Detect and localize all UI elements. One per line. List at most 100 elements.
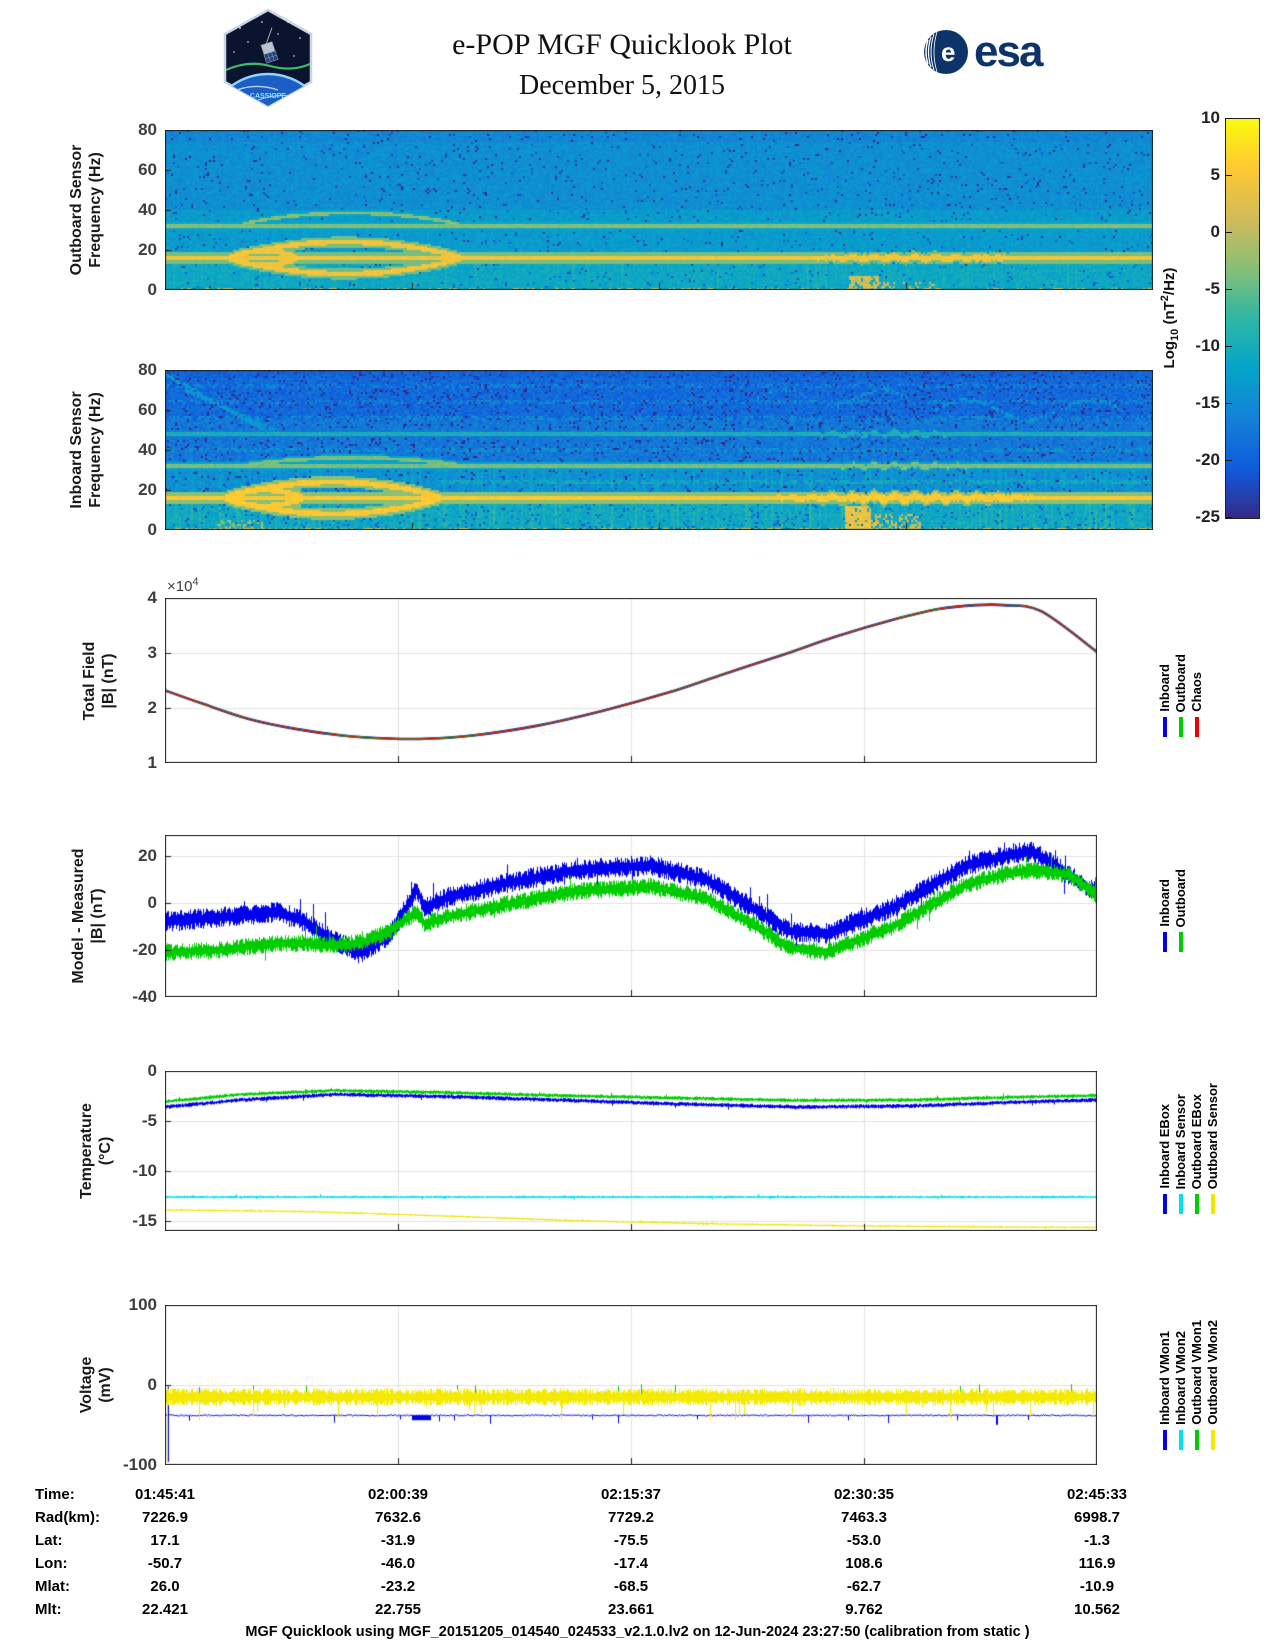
y-tick-label: 0 [147,892,157,912]
colorbar-gradient [1225,118,1260,519]
legend-temperature: Inboard EBox Inboard Sensor Outboard EBox O… [1157,1071,1220,1214]
legend-swatch [1178,932,1183,952]
table-cell: -68.5 [613,1578,649,1595]
y-tick-label: 0 [147,520,157,539]
svg-text:e: e [941,37,955,67]
legend-entry: Outboard Sensor [1205,1083,1220,1214]
y-tick-label: 3 [147,643,157,662]
table-cell: 7729.2 [608,1509,654,1526]
table-cell: -75.5 [613,1532,649,1549]
table-row-label: Lon: [35,1555,68,1572]
esa-wordmark: esa [974,27,1043,76]
colorbar-tick-mark [1226,118,1232,119]
table-cell: -17.4 [613,1555,649,1572]
legend-swatch [1162,932,1167,952]
legend-swatch [1162,1430,1167,1450]
y-tick-label: 60 [138,160,157,179]
colorbar-tick-label: 5 [1210,165,1220,184]
panel-outboard-spectrogram: Outboard Sensor Frequency (Hz) 80 60 40 20 0 [68,120,1153,299]
y-tick-label: 2 [147,698,157,717]
y-tick-label: 80 [138,120,157,139]
legend-label: Outboard Sensor [1205,1082,1220,1189]
colorbar-tick-mark [1226,175,1232,176]
legend-swatch [1194,1430,1199,1450]
table-cell: 6998.7 [1074,1509,1120,1526]
table-row-label: Lat: [35,1532,63,1549]
table-cell: -31.9 [380,1532,416,1549]
colorbar-tick-label: -25 [1195,507,1220,526]
table-cell: -46.0 [380,1555,416,1572]
legend-entry: Inboard [1157,879,1172,952]
y-tick-label: 0 [147,280,157,299]
table-cell: 26.0 [150,1578,180,1595]
total-field-canvas [165,598,1097,763]
plot-date: December 5, 2015 [518,70,726,101]
legend-label: Outboard [1173,653,1188,713]
legend-label: Inboard VMon2 [1173,1331,1188,1425]
colorbar-tick-label: -10 [1195,336,1220,355]
legend-swatch [1178,717,1183,737]
table-row-label: Mlt: [35,1601,62,1618]
patch-satellite [260,27,279,64]
y-tick-label: 40 [138,200,157,219]
table-cell: 23.661 [608,1601,654,1618]
table-cell: 116.9 [1078,1555,1116,1572]
legend-label: Chaos [1189,672,1204,712]
legend-label: Inboard [1157,664,1172,712]
y-tick-label: -100 [122,1455,157,1474]
legend-label: Outboard VMon2 [1205,1320,1220,1425]
y-axis-label-line: Inboard Sensor [67,391,85,509]
y-tick-label: 0 [147,1061,157,1080]
y-axis-label-line: |B| (nT) [89,888,106,944]
y-axis-label-line: Total Field [80,641,98,720]
y-tick-label: -10 [132,1161,157,1180]
legend-entry: Inboard VMon2 [1173,1331,1188,1450]
legend-entry: Outboard [1173,869,1188,952]
y-tick-label: 60 [138,400,157,419]
table-cell: -53.0 [846,1532,882,1549]
legend-entry: Inboard Sensor [1173,1094,1188,1214]
table-cell: -62.7 [846,1578,882,1595]
legend-swatch [1194,717,1199,737]
panel-model-minus-measured: Model - Measured |B| (nT) 20 0 -20 -40 [70,835,1097,1006]
colorbar-axis-label: Log10 (nT2/Hz) [1159,267,1181,368]
temperature-canvas [165,1071,1097,1231]
patch-mission-name: CASSIOPE [250,93,287,100]
y-axis-label-line: Outboard Sensor [67,144,85,276]
legend-label: Outboard VMon1 [1189,1320,1204,1425]
legend-swatch [1210,1194,1215,1214]
model-minus-measured-canvas [165,835,1097,997]
table-row-label: Mlat: [35,1578,70,1595]
table-cell: 7226.9 [142,1509,188,1526]
y-tick-label: 100 [128,1295,157,1314]
colorbar-tick-mark [1226,460,1232,461]
table-row-label: Rad(km): [35,1509,101,1526]
y-tick-label: 20 [138,240,157,259]
cassiope-mission-patch: CASSIOPE [223,8,313,108]
table-cell: 02:15:37 [600,1486,662,1503]
legend-total-field: Inboard Outboard Chaos [1157,598,1204,737]
colorbar-tick-label: -5 [1204,279,1220,298]
table-cell: 108.6 [845,1555,883,1572]
y-tick-label: -20 [132,939,157,959]
voltage-canvas [165,1305,1097,1465]
page-title: e-POP MGF Quicklook Plot [452,28,792,61]
table-cell: -23.2 [380,1578,416,1595]
y-tick-label: 1 [147,753,157,772]
legend-entry: Outboard EBox [1189,1094,1204,1214]
legend-entry: Inboard VMon1 [1157,1331,1172,1450]
table-cell: 02:00:39 [367,1486,429,1503]
legend-swatch [1210,1430,1215,1450]
table-cell: 7632.6 [375,1509,421,1526]
outboard-spectrogram-canvas [165,130,1153,290]
y-tick-label: 80 [138,360,157,379]
y-tick-label: -15 [132,1211,157,1230]
panel-total-field: Total Field |B| (nT) 4 3 2 1 ×104 [81,576,1097,772]
y-axis-exponent: ×104 [167,576,199,595]
colorbar-tick-mark [1226,346,1232,347]
table-cell: 01:45:41 [134,1486,196,1503]
y-axis-label-line: Voltage [77,1356,95,1414]
legend-label: Inboard EBox [1157,1104,1172,1189]
table-cell: 02:45:33 [1066,1486,1128,1503]
colorbar-tick-mark [1226,517,1232,518]
